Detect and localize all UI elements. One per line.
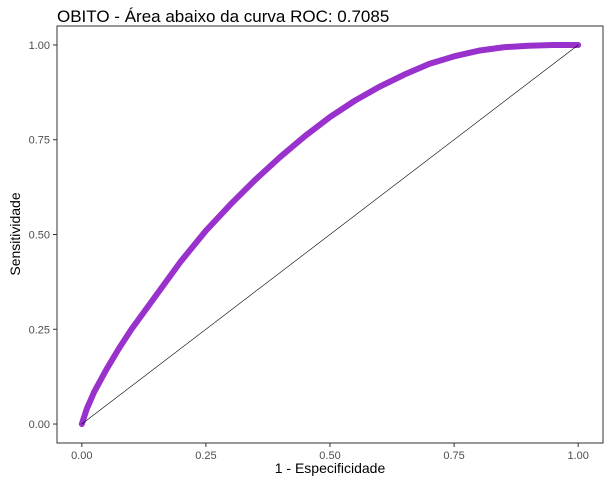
x-tick-label: 0.00 [71, 450, 92, 462]
y-axis: 0.00 0.25 0.50 0.75 1.00 [29, 40, 57, 431]
y-tick-label: 0.25 [29, 324, 50, 336]
x-tick-label: 0.50 [319, 450, 340, 462]
y-tick-label: 1.00 [29, 40, 50, 52]
y-tick-label: 0.75 [29, 135, 50, 147]
x-axis-title: 1 - Especificidade [275, 460, 386, 476]
chart-title: OBITO - Área abaixo da curva ROC: 0.7085 [57, 7, 389, 26]
reference-diagonal-line [81, 44, 579, 425]
roc-curve-line [78, 41, 582, 428]
y-tick-label: 0.50 [29, 230, 50, 242]
y-axis-title: Sensitividade [7, 192, 23, 275]
x-tick-label: 0.25 [195, 450, 216, 462]
x-tick-label: 1.00 [567, 450, 588, 462]
series-layer [78, 41, 582, 428]
x-axis: 0.00 0.25 0.50 0.75 1.00 [71, 443, 589, 462]
x-tick-label: 0.75 [443, 450, 464, 462]
y-tick-label: 0.00 [29, 419, 50, 431]
